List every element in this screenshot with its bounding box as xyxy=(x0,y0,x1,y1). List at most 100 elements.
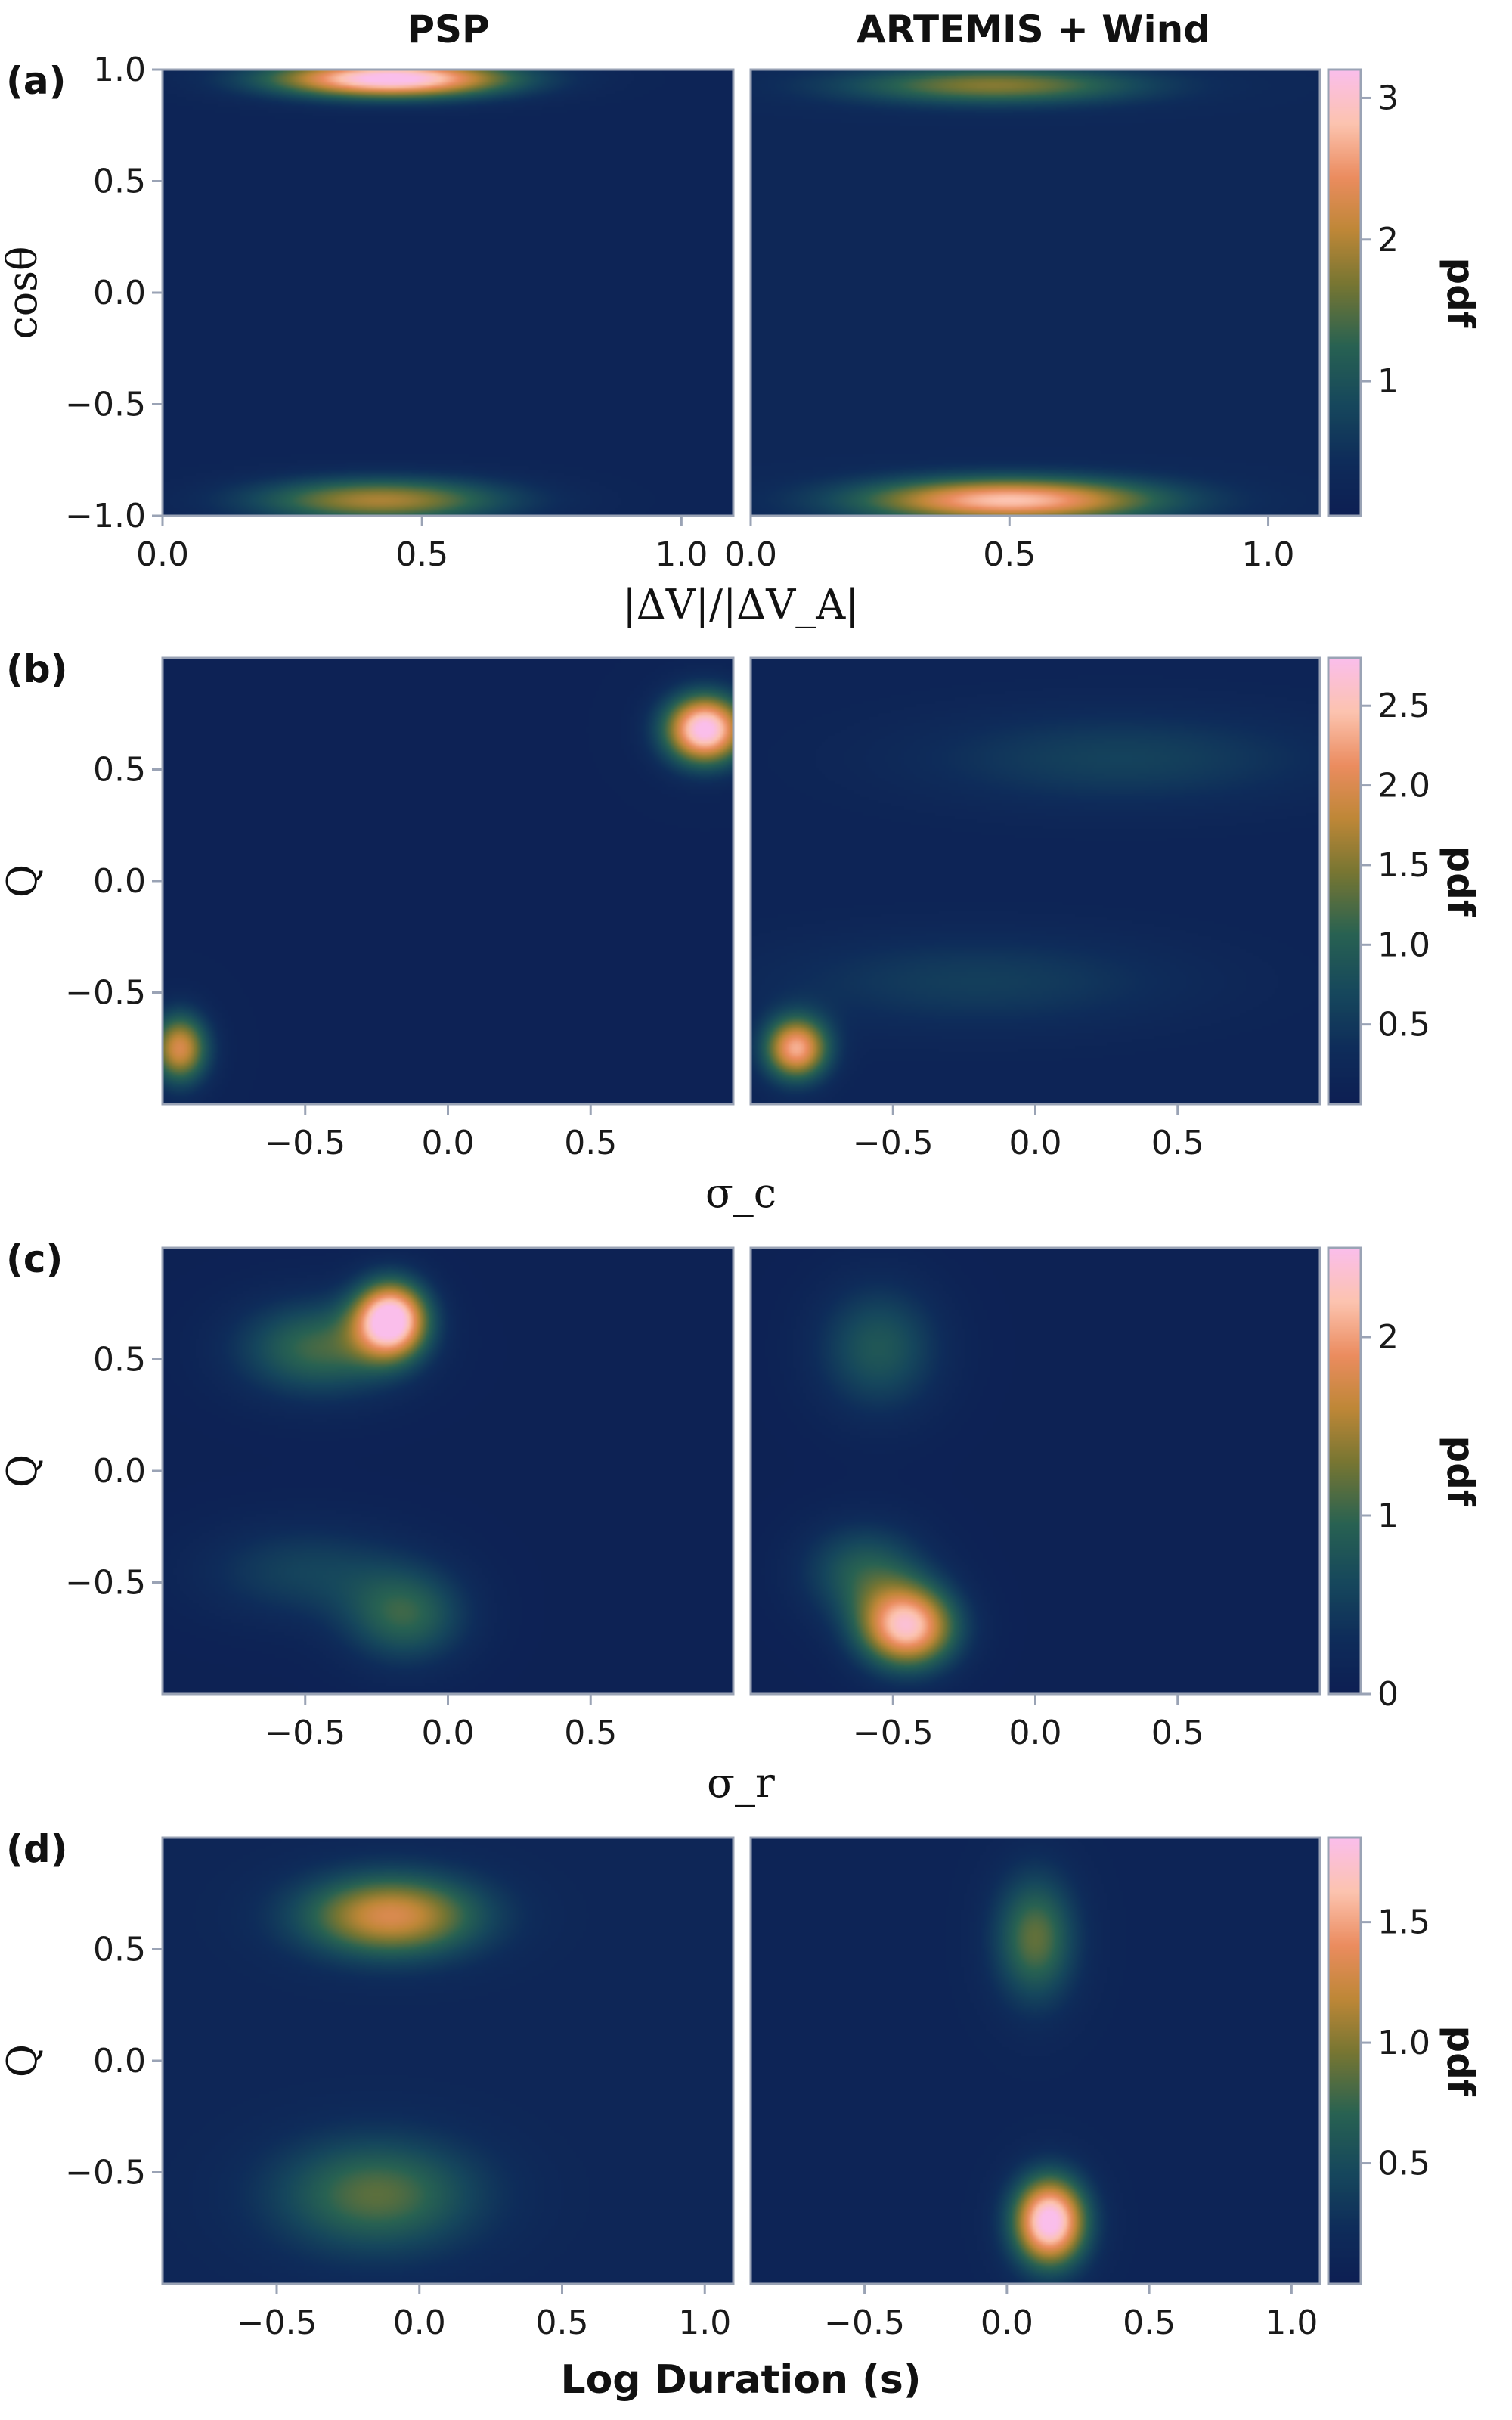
y-tick-label: 1.0 xyxy=(93,51,146,89)
panels: (a) 0.0 0.5 1.0 1.0 0.5 0.0 −0.5 −1.0 0.0 0.5 1.0 co… xyxy=(0,51,1483,2403)
heatmap-psp: −0.5 0.0 0.5 0.5 0.0 −0.5 xyxy=(65,1246,735,1752)
y-tick-label: 0.0 xyxy=(93,1452,146,1491)
panel-b: (b) −0.5 0.0 0.5 0.5 0.0 −0.5 −0.5 0.0 0.5 Qσ_c 0.5… xyxy=(0,647,1483,1217)
y-tick-label: 0.0 xyxy=(93,862,146,901)
y-tick-label: −1.0 xyxy=(65,497,146,535)
plot-frame xyxy=(749,68,1321,517)
x-axis-label: Log Duration (s) xyxy=(560,2357,921,2403)
column-title-artemis-wind: ARTEMIS + Wind xyxy=(857,8,1210,51)
x-tick-label: 0.0 xyxy=(422,1124,475,1162)
colorbar-label: pdf xyxy=(1439,1435,1483,1507)
x-tick-label: −0.5 xyxy=(853,1714,934,1752)
colorbar-gradient xyxy=(1328,658,1361,1104)
y-axis-label: Q xyxy=(0,864,46,898)
x-axis-label: σ_r xyxy=(707,1759,775,1807)
x-tick-label: −0.5 xyxy=(265,1714,345,1752)
x-tick-label: 0.5 xyxy=(1151,1714,1204,1752)
x-tick-label: 0.5 xyxy=(1123,2304,1176,2342)
x-tick-label: 0.0 xyxy=(422,1714,475,1752)
x-tick-label: −0.5 xyxy=(853,1124,934,1162)
y-tick-label: 0.5 xyxy=(93,1341,146,1379)
colorbar-label: pdf xyxy=(1439,2025,1483,2097)
x-tick-label: 1.0 xyxy=(1242,535,1295,574)
x-tick-label: 0.5 xyxy=(1151,1124,1204,1162)
y-tick-label: 0.0 xyxy=(93,2042,146,2080)
heatmap-image xyxy=(751,1838,1320,2284)
x-tick-label: 0.5 xyxy=(564,1124,617,1162)
colorbar: 0 1 2 pdf xyxy=(1327,1246,1483,1714)
y-tick-label: −0.5 xyxy=(65,974,146,1013)
x-tick-label: −0.5 xyxy=(237,2304,318,2342)
x-tick-label: 0.5 xyxy=(395,535,448,574)
colorbar-tick-label: 2.5 xyxy=(1377,687,1430,725)
y-axis-label: Q xyxy=(0,2044,46,2077)
panel-label: (a) xyxy=(6,59,66,103)
colorbar: 0.5 1.0 1.5 pdf xyxy=(1327,1836,1483,2285)
y-tick-label: 0.5 xyxy=(93,1931,146,1969)
heatmap-image xyxy=(751,1248,1320,1694)
x-tick-label: 0.0 xyxy=(393,2304,446,2342)
x-tick-label: 0.5 xyxy=(536,2304,589,2342)
plot-frame xyxy=(749,1836,1321,2285)
heatmap-image xyxy=(751,70,1320,516)
x-tick-label: 1.0 xyxy=(678,2304,731,2342)
x-tick-label: 1.0 xyxy=(1265,2304,1318,2342)
colorbar-frame xyxy=(1327,656,1362,1106)
colorbar-tick-label: 1.5 xyxy=(1377,1903,1430,1942)
heatmap-artemis-wind: −0.5 0.0 0.5 1.0 xyxy=(749,1836,1321,2342)
colorbar: 1 2 3 pdf xyxy=(1327,68,1483,517)
x-axis-label: |ΔV|/|ΔV_A| xyxy=(623,581,860,628)
heatmap-image xyxy=(163,1838,733,2284)
column-title-psp: PSP xyxy=(407,8,489,51)
heatmap-psp: −0.5 0.0 0.5 0.5 0.0 −0.5 xyxy=(65,656,735,1162)
x-tick-label: −0.5 xyxy=(265,1124,345,1162)
heatmap-image xyxy=(163,70,733,516)
colorbar-label: pdf xyxy=(1439,257,1483,329)
colorbar-tick-label: 1 xyxy=(1377,362,1399,401)
colorbar-frame xyxy=(1327,1836,1362,2285)
panel-c: (c) −0.5 0.0 0.5 0.5 0.0 −0.5 −0.5 0.0 0.5 Qσ_r 0 1 2… xyxy=(0,1237,1483,1807)
y-axis-label: Q xyxy=(0,1454,46,1488)
colorbar-tick-label: 1.0 xyxy=(1377,2024,1430,2062)
heatmap-artemis-wind: −0.5 0.0 0.5 xyxy=(749,1246,1321,1752)
colorbar-tick-label: 2 xyxy=(1377,221,1399,259)
panel-label: (b) xyxy=(6,647,68,691)
colorbar-tick-label: 3 xyxy=(1377,79,1399,117)
x-tick-label: 0.5 xyxy=(564,1714,617,1752)
heatmap-psp: −0.5 0.0 0.5 1.0 0.5 0.0 −0.5 xyxy=(65,1836,735,2342)
x-tick-label: −0.5 xyxy=(824,2304,905,2342)
colorbar-frame xyxy=(1327,1246,1362,1696)
x-tick-label: 0.0 xyxy=(1009,1714,1062,1752)
heatmap-image xyxy=(163,1248,733,1694)
x-axis-label: σ_c xyxy=(705,1169,776,1217)
colorbar-tick-label: 2 xyxy=(1377,1318,1399,1357)
colorbar-tick-label: 1.0 xyxy=(1377,926,1430,964)
colorbar-tick-label: 0.5 xyxy=(1377,1006,1430,1044)
y-axis-label: cosθ xyxy=(0,247,46,340)
heatmap-artemis-wind: −0.5 0.0 0.5 xyxy=(749,656,1321,1162)
heatmap-image xyxy=(163,658,733,1104)
y-tick-label: −0.5 xyxy=(65,1564,146,1602)
x-tick-label: 1.0 xyxy=(655,535,708,574)
heatmap-image xyxy=(751,658,1320,1104)
y-tick-label: 0.0 xyxy=(93,274,146,312)
y-tick-label: −0.5 xyxy=(65,2154,146,2192)
panel-label: (d) xyxy=(6,1827,68,1871)
panel-label: (c) xyxy=(6,1237,63,1281)
x-tick-label: 0.0 xyxy=(1009,1124,1062,1162)
x-tick-label: 0.5 xyxy=(983,535,1036,574)
colorbar-tick-label: 1 xyxy=(1377,1497,1399,1535)
colorbar-gradient xyxy=(1328,1838,1361,2284)
x-tick-label: 0.0 xyxy=(724,535,777,574)
colorbar-tick-label: 1.5 xyxy=(1377,846,1430,885)
colorbar-gradient xyxy=(1328,1248,1361,1694)
x-tick-label: 0.0 xyxy=(981,2304,1033,2342)
colorbar: 0.5 1.0 1.5 2.0 2.5 pdf xyxy=(1327,656,1483,1106)
panel-d: (d) −0.5 0.0 0.5 1.0 0.5 0.0 −0.5 −0.5 0.0 0.5 1.0 Q… xyxy=(0,1827,1483,2403)
y-tick-label: 0.5 xyxy=(93,163,146,201)
heatmap-artemis-wind: 0.0 0.5 1.0 xyxy=(724,68,1321,574)
colorbar-gradient xyxy=(1328,70,1361,516)
colorbar-tick-label: 2.0 xyxy=(1377,767,1430,805)
y-tick-label: 0.5 xyxy=(93,751,146,790)
